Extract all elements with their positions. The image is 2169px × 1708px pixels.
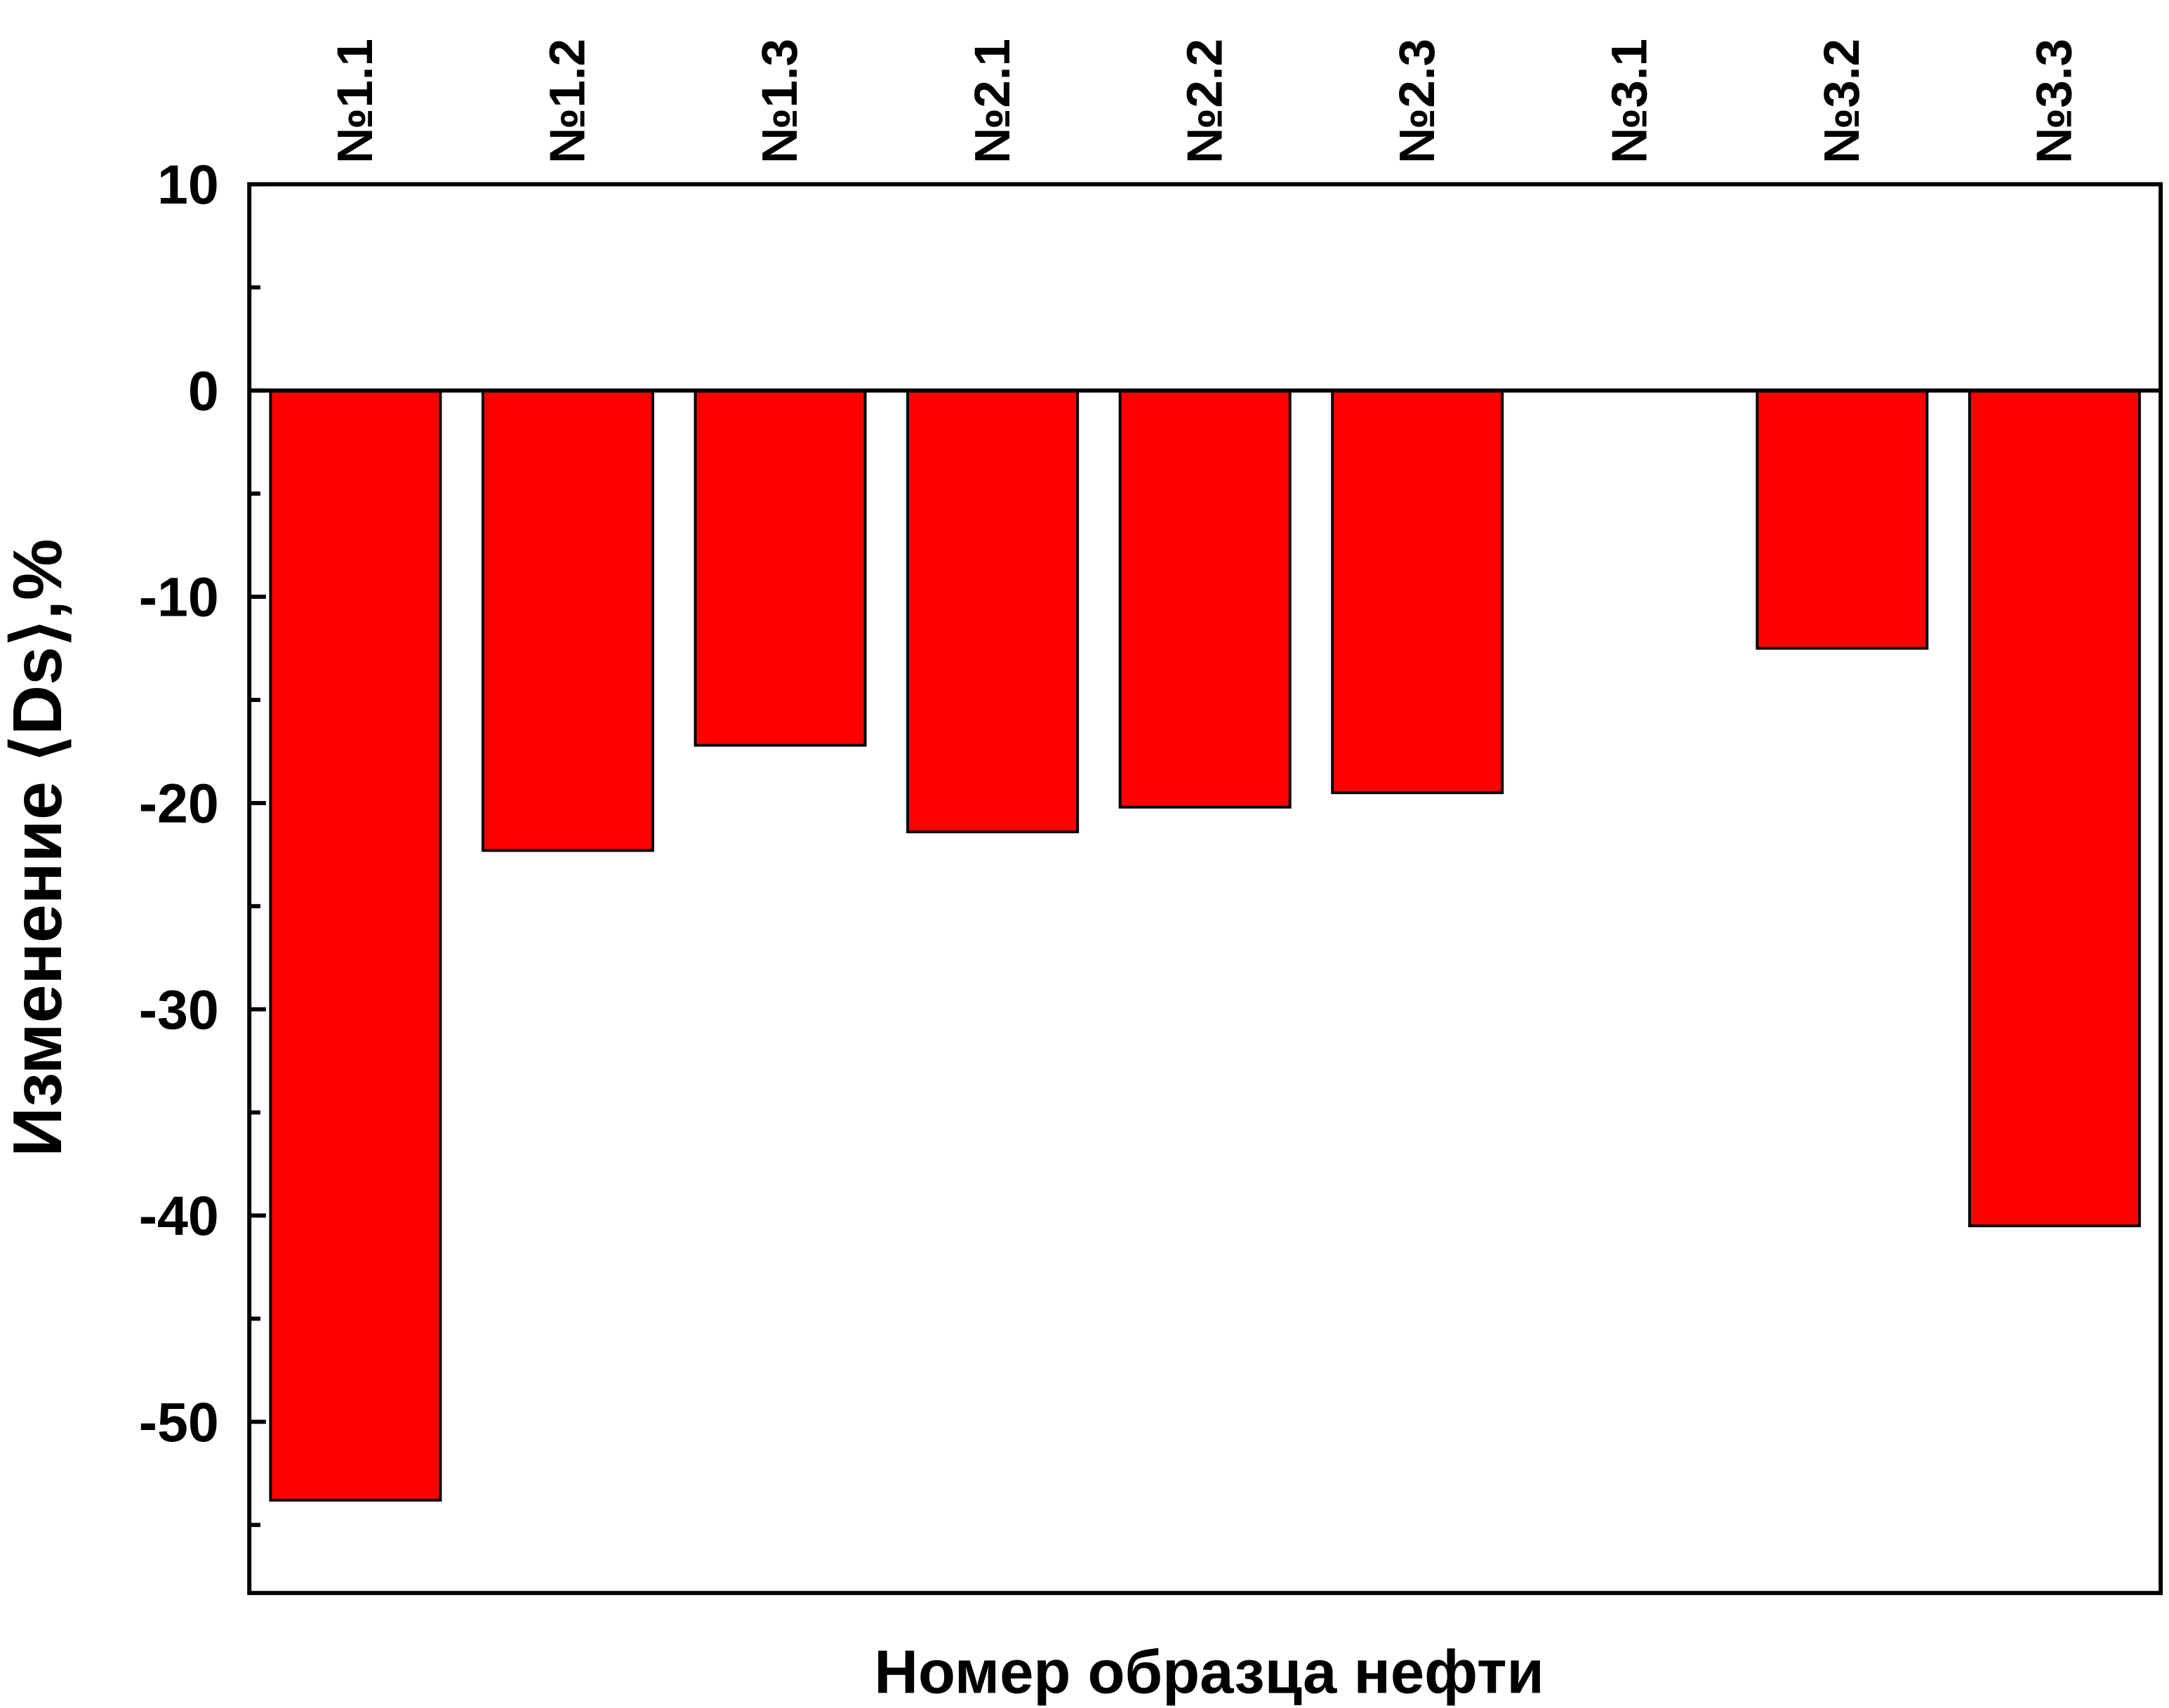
- bar: [1968, 389, 2141, 1228]
- bar: [1118, 389, 1292, 809]
- bar: [269, 389, 442, 1502]
- bar: [1756, 389, 1929, 650]
- x-tick-label: №3.2: [1815, 39, 1870, 164]
- x-tick-label: №2.3: [1390, 39, 1445, 164]
- y-tick-label: 10: [157, 154, 219, 216]
- bar: [482, 389, 654, 852]
- x-tick-label: №2.1: [965, 39, 1021, 164]
- x-tick-label: №3.3: [2027, 39, 2083, 164]
- x-tick-label: №1.3: [752, 39, 808, 164]
- y-tick-label: -10: [139, 567, 219, 628]
- y-tick-label: -50: [139, 1391, 219, 1453]
- bar: [694, 389, 867, 747]
- y-tick-label: -40: [139, 1185, 219, 1247]
- x-tick-label: №1.2: [540, 39, 596, 164]
- plot-frame: [247, 182, 2163, 1596]
- y-tick-label: 0: [188, 360, 219, 422]
- x-tick-label: №3.1: [1602, 39, 1657, 164]
- bar: [906, 389, 1080, 834]
- x-axis-label: Номер образца нефти: [874, 1638, 1544, 1706]
- x-tick-label: №1.1: [328, 39, 383, 164]
- y-axis-label: Изменение ⟨Ds⟩,%: [0, 538, 76, 1156]
- y-tick-label: -20: [139, 773, 219, 835]
- y-tick-label: -30: [139, 979, 219, 1040]
- bar: [1331, 389, 1504, 795]
- x-tick-label: №2.2: [1177, 39, 1233, 164]
